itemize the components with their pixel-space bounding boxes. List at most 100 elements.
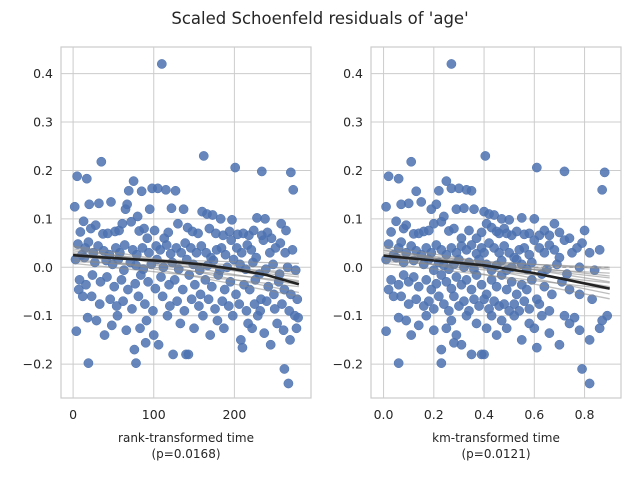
- residual-point: [509, 310, 520, 321]
- residual-point: [479, 349, 489, 360]
- y-tick-label: −0.2: [23, 357, 53, 372]
- residual-point: [236, 247, 247, 258]
- residual-point: [81, 173, 92, 184]
- y-tick-label: 0.1: [33, 211, 53, 226]
- residual-point: [210, 304, 220, 314]
- x-axis-label: km-transformed time: [432, 431, 560, 445]
- residual-point: [501, 323, 512, 334]
- residual-point: [106, 197, 116, 207]
- residual-point: [117, 218, 128, 229]
- residual-point: [574, 325, 585, 336]
- data-layer: [69, 59, 303, 389]
- residual-point: [444, 306, 454, 316]
- x-axis-pvalue: (p=0.0168): [151, 447, 220, 461]
- x-axis-label: rank-transformed time: [118, 431, 254, 445]
- residual-point: [539, 247, 550, 258]
- bootstrap-trend-line: [383, 258, 610, 284]
- residual-point: [474, 301, 484, 311]
- x-tick-label: 0.0: [374, 407, 394, 422]
- residual-point: [163, 227, 174, 238]
- residual-point: [72, 171, 82, 182]
- residual-point: [142, 233, 153, 244]
- residual-point: [524, 304, 535, 314]
- x-tick-label: 0: [69, 407, 77, 422]
- residual-point: [122, 199, 132, 210]
- residual-point: [413, 281, 424, 292]
- residual-point: [219, 323, 229, 334]
- residual-point: [148, 306, 158, 316]
- residual-point: [534, 299, 545, 309]
- residual-point: [428, 325, 439, 336]
- residual-point: [141, 315, 152, 326]
- residual-point: [584, 378, 595, 389]
- x-tick-label: 200: [222, 407, 246, 422]
- residual-point: [391, 216, 401, 227]
- residual-point: [277, 299, 287, 309]
- residual-point: [393, 358, 404, 368]
- residual-point: [416, 197, 427, 207]
- residual-point: [249, 299, 260, 309]
- residual-point: [285, 167, 296, 178]
- residual-point: [451, 272, 462, 282]
- residual-point: [116, 275, 127, 285]
- residual-point: [547, 289, 557, 300]
- residual-point: [544, 230, 555, 241]
- residual-point: [198, 310, 208, 321]
- residual-point: [203, 294, 214, 305]
- residual-point: [509, 299, 520, 309]
- residual-point: [106, 320, 117, 331]
- residual-point: [179, 306, 190, 316]
- residual-point: [74, 275, 85, 285]
- residual-point: [594, 245, 605, 255]
- residual-point: [276, 218, 287, 229]
- residual-point: [215, 214, 226, 224]
- residual-point: [584, 247, 595, 258]
- residual-point: [234, 299, 245, 309]
- residual-point: [83, 358, 94, 368]
- residual-point: [421, 310, 432, 321]
- residual-point: [544, 306, 555, 316]
- residual-point: [421, 275, 432, 285]
- residual-point: [521, 284, 532, 295]
- residual-point: [252, 310, 263, 321]
- residual-point: [170, 185, 181, 196]
- residual-point: [206, 281, 217, 292]
- residual-point: [441, 323, 452, 334]
- x-tick-label: 0.2: [424, 407, 444, 422]
- residual-point: [524, 228, 535, 239]
- residual-point: [574, 289, 585, 300]
- residual-point: [293, 312, 303, 323]
- residual-point: [162, 310, 173, 321]
- residual-point: [131, 358, 141, 368]
- residual-point: [161, 240, 172, 250]
- y-tick-label: 0.3: [343, 115, 363, 130]
- x-tick-label: 0.6: [524, 407, 544, 422]
- x-tick-label: 100: [142, 407, 166, 422]
- axes-frame: [370, 46, 622, 399]
- y-tick-label: 0.2: [33, 163, 53, 178]
- residual-point: [449, 337, 459, 348]
- residual-point: [252, 213, 262, 223]
- residual-point: [256, 166, 267, 177]
- residual-point: [96, 156, 107, 167]
- residual-point: [212, 315, 223, 326]
- residual-point: [173, 218, 183, 229]
- residual-point: [140, 299, 150, 309]
- residual-point: [486, 310, 497, 321]
- residual-point: [144, 204, 155, 215]
- residual-point: [461, 310, 472, 321]
- residual-point: [191, 247, 202, 258]
- residual-point: [290, 265, 301, 276]
- residual-point: [278, 325, 289, 336]
- residual-point: [549, 245, 560, 255]
- residual-point: [291, 323, 302, 334]
- residual-point: [123, 185, 134, 196]
- residual-point: [279, 364, 290, 374]
- residual-point: [519, 296, 530, 307]
- residual-point: [78, 216, 89, 227]
- residual-point: [230, 162, 241, 173]
- axes-frame: [60, 46, 312, 399]
- residual-point: [411, 294, 422, 305]
- residual-point: [436, 216, 447, 227]
- residual-point: [99, 330, 110, 340]
